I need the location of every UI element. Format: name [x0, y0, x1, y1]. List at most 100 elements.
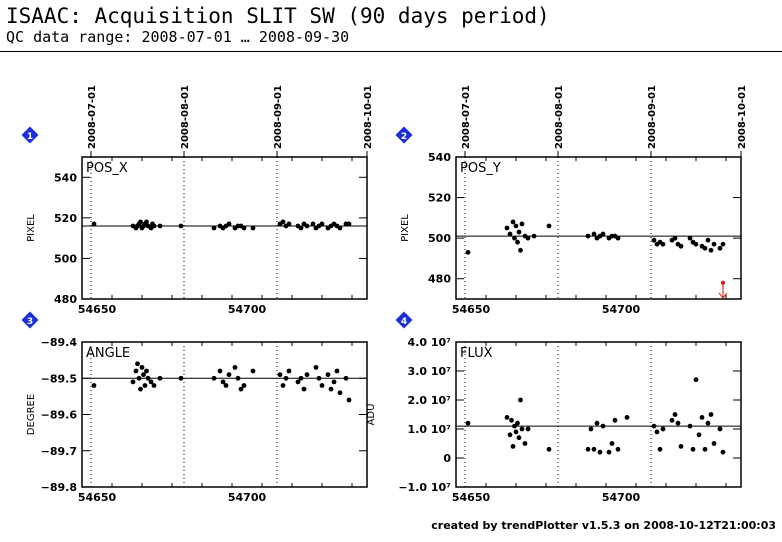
y-tick-label: 0	[443, 452, 451, 465]
date-tick-label: 2008-08-01	[554, 85, 565, 149]
data-point	[304, 372, 310, 378]
data-point	[711, 441, 717, 446]
data-point	[301, 386, 307, 392]
data-point	[325, 372, 331, 378]
data-point	[331, 379, 337, 385]
data-point	[343, 375, 349, 381]
data-point	[615, 446, 621, 452]
header-divider	[0, 51, 782, 52]
y-tick-label: −1.0 10⁷	[398, 481, 451, 494]
panel-title: ANGLE	[86, 346, 130, 361]
y-tick-label: 2.0 10⁷	[408, 394, 452, 407]
x-tick-label: 54650	[78, 303, 117, 316]
date-tick-label: 2008-08-01	[180, 85, 191, 149]
data-point	[241, 383, 247, 388]
data-point	[600, 423, 606, 429]
data-point	[660, 426, 666, 432]
data-point	[512, 423, 517, 429]
plot-frame	[81, 341, 368, 488]
data-point	[717, 245, 723, 251]
data-point	[241, 225, 247, 231]
data-point	[328, 386, 334, 392]
panel-badge-number: 1	[27, 132, 33, 142]
date-tick-label: 2008-09-01	[273, 85, 284, 149]
data-point	[510, 444, 516, 449]
data-point	[624, 415, 630, 420]
data-point	[708, 412, 714, 417]
y-tick-label: 520	[428, 192, 451, 205]
data-point	[310, 221, 316, 227]
y-tick-label: −89.8	[41, 481, 77, 494]
data-point	[319, 221, 325, 227]
data-point	[286, 368, 292, 374]
data-point	[141, 372, 146, 378]
data-point	[702, 446, 708, 452]
data-point	[585, 446, 591, 452]
data-point	[672, 412, 678, 417]
date-tick-label: 2008-07-01	[461, 85, 472, 149]
y-tick-label: 1.0 10⁷	[408, 423, 452, 436]
data-point	[546, 223, 552, 229]
data-point	[546, 446, 552, 452]
page-subtitle: QC data range: 2008-07-01 … 2008-09-30	[6, 28, 350, 46]
data-point	[531, 233, 537, 239]
plot-frame	[455, 156, 742, 300]
data-point	[250, 225, 256, 231]
data-point	[594, 420, 600, 426]
date-tick-label: 2008-10-01	[363, 85, 374, 149]
data-point	[588, 426, 594, 432]
data-point	[91, 383, 97, 388]
y-tick-label: 480	[54, 293, 77, 306]
data-point	[145, 375, 151, 381]
data-point	[687, 423, 693, 429]
data-point	[720, 449, 726, 455]
data-point	[525, 235, 531, 241]
data-point	[518, 247, 523, 253]
data-point	[693, 241, 699, 247]
panel-badge-diamond	[395, 126, 413, 144]
x-tick-label: 54650	[452, 303, 491, 316]
data-point	[465, 249, 471, 255]
y-tick-label: 540	[54, 171, 77, 184]
y-tick-label: −89.4	[41, 336, 78, 349]
panel-title: POS_Y	[460, 161, 501, 176]
data-point	[525, 426, 531, 432]
data-point	[346, 397, 352, 403]
outlier-arrow-head	[718, 292, 728, 299]
data-point	[148, 379, 154, 385]
data-point	[280, 219, 286, 225]
data-point	[130, 379, 136, 385]
data-point	[232, 364, 238, 370]
data-point	[91, 221, 97, 227]
data-point	[512, 235, 517, 241]
data-point	[675, 420, 681, 426]
data-point	[217, 368, 223, 374]
data-point	[286, 221, 292, 227]
data-point	[277, 372, 283, 378]
chart-panel-3: 54650 54700 −89.8 −89.7 −89.6 −89.5 −89.4 DEGRE…	[21, 311, 368, 504]
chart-panel-2: 2008-07-01 2008-08-01 2008-09-01 2008-10-01…	[395, 85, 748, 316]
data-point	[600, 231, 606, 237]
y-axis-label: PIXEL	[400, 214, 411, 242]
data-point	[509, 417, 514, 423]
chart-panel-4: 54650 54700 −1.0 10⁷ 0 1.0 10⁷ 2.0 10⁷ 3.0 10⁷…	[366, 311, 742, 504]
data-point	[513, 223, 519, 229]
data-point	[705, 237, 711, 243]
data-point	[235, 375, 241, 381]
x-tick-label: 54700	[228, 491, 267, 504]
data-point	[226, 372, 232, 378]
chart-panel-1: 2008-07-01 2008-08-01 2008-09-01 2008-10-01…	[21, 85, 374, 316]
data-point	[337, 390, 343, 396]
data-point	[678, 243, 684, 249]
y-tick-label: 4.0 10⁷	[408, 336, 452, 349]
data-point	[708, 247, 714, 253]
y-tick-label: −89.6	[41, 409, 78, 422]
data-point	[136, 375, 142, 381]
data-point	[522, 441, 528, 446]
page-title: ISAAC: Acquisition SLIT SW (90 days peri…	[6, 4, 550, 28]
data-point	[519, 221, 525, 227]
data-point	[319, 383, 325, 388]
data-point	[687, 235, 693, 241]
data-point	[298, 375, 304, 381]
data-point	[346, 221, 352, 227]
